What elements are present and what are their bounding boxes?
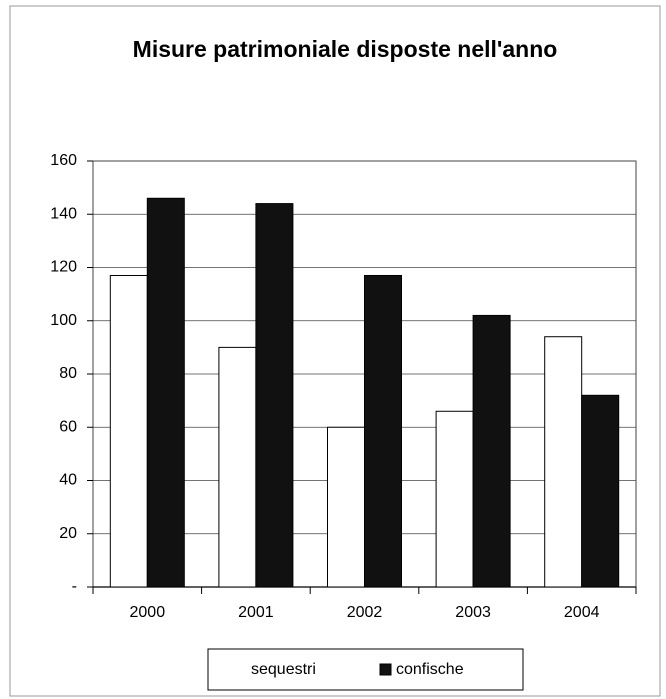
y-tick-label: 100 (50, 312, 77, 329)
chart-title: Misure patrimoniale disposte nell'anno (133, 36, 558, 62)
y-tick-label: 160 (50, 152, 77, 169)
legend-box (207, 648, 524, 691)
bar (364, 274, 402, 588)
bar (544, 336, 583, 588)
y-tick-label: - (72, 578, 77, 595)
bar (218, 346, 257, 588)
bar (109, 274, 148, 588)
legend-label: confische (396, 661, 464, 678)
bar (435, 410, 474, 588)
y-tick-label: 140 (50, 205, 77, 222)
y-tick-label: 120 (50, 259, 77, 276)
bar (581, 394, 620, 588)
legend-swatch (235, 664, 246, 675)
legend-swatch (379, 663, 392, 676)
y-tick-label: 40 (59, 472, 77, 489)
bar (327, 426, 365, 588)
y-tick-label: 60 (59, 418, 77, 435)
x-tick-label: 2003 (455, 604, 491, 621)
x-tick-label: 2004 (564, 604, 600, 621)
legend-label: sequestri (251, 661, 316, 678)
x-tick-label: 2001 (238, 604, 274, 621)
x-tick-label: 2002 (347, 604, 383, 621)
y-tick-label: 80 (59, 365, 77, 382)
x-tick-label: 2000 (130, 604, 166, 621)
y-tick-label: 20 (59, 525, 77, 542)
bar (255, 203, 294, 588)
bar (146, 197, 185, 588)
bar (472, 314, 511, 588)
